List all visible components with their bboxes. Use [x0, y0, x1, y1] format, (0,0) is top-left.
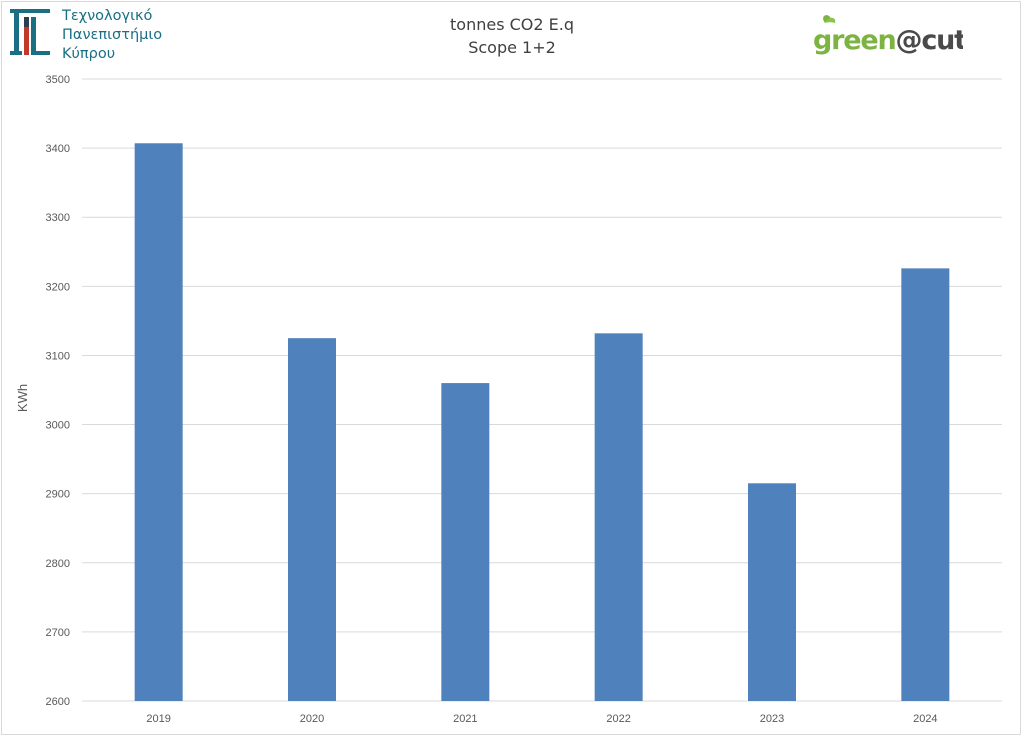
- x-tick-label: 2023: [760, 713, 784, 725]
- y-tick-label: 3300: [46, 212, 70, 224]
- y-tick-label: 2800: [46, 558, 70, 570]
- y-tick-label: 2900: [46, 489, 70, 501]
- bar-2019: [134, 143, 183, 702]
- logo-text-at: @: [896, 25, 922, 56]
- y-tick-label: 3100: [46, 350, 70, 362]
- gridlines: [82, 78, 1002, 702]
- university-logo-icon: [10, 9, 50, 55]
- y-tick-label: 3000: [46, 420, 70, 432]
- bar-2020: [288, 338, 336, 701]
- green-at-cut-logo: green@cut: [813, 15, 963, 56]
- logo-text-green: green: [813, 25, 896, 56]
- bar-2021: [441, 383, 490, 701]
- leaf-icon: [823, 15, 836, 23]
- x-tick-label: 2022: [606, 713, 630, 725]
- university-name-line-2: Πανεπιστήμιο: [62, 27, 163, 43]
- chart-title: tonnes CO2 E.q: [450, 15, 574, 34]
- bar-2024: [901, 268, 950, 701]
- y-tick-label: 2600: [46, 696, 70, 708]
- x-tick-label: 2021: [453, 713, 477, 725]
- x-tick-label: 2024: [913, 713, 937, 725]
- university-name-line-1: Τεχνολογικό: [62, 8, 153, 24]
- university-name: Τεχνολογικό Πανεπιστήμιο Κύπρου: [62, 7, 162, 64]
- y-tick-label: 2700: [46, 627, 70, 639]
- svg-text:green@cut: green@cut: [813, 25, 963, 56]
- y-axis-label: KWh: [15, 384, 30, 412]
- chart-title-block: tonnes CO2 E.q Scope 1+2: [0, 13, 1024, 59]
- x-tick-labels: 2019 2020 2021 2022 2023 2024: [146, 713, 937, 725]
- y-tick-label: 3200: [46, 281, 70, 293]
- bar-2022: [594, 333, 643, 701]
- y-tick-labels: 2600 2700 2800 2900 3000 3100 3200 3300 3400 3500: [46, 74, 70, 708]
- university-name-line-3: Κύπρου: [62, 46, 116, 62]
- y-tick-label: 3500: [46, 74, 70, 86]
- chart-subtitle: Scope 1+2: [468, 38, 556, 57]
- bar-2023: [748, 483, 796, 701]
- y-tick-label: 3400: [46, 143, 70, 155]
- x-tick-label: 2019: [146, 713, 170, 725]
- bars: [134, 143, 950, 702]
- x-tick-label: 2020: [300, 713, 324, 725]
- logo-text-cut: cut: [921, 25, 963, 56]
